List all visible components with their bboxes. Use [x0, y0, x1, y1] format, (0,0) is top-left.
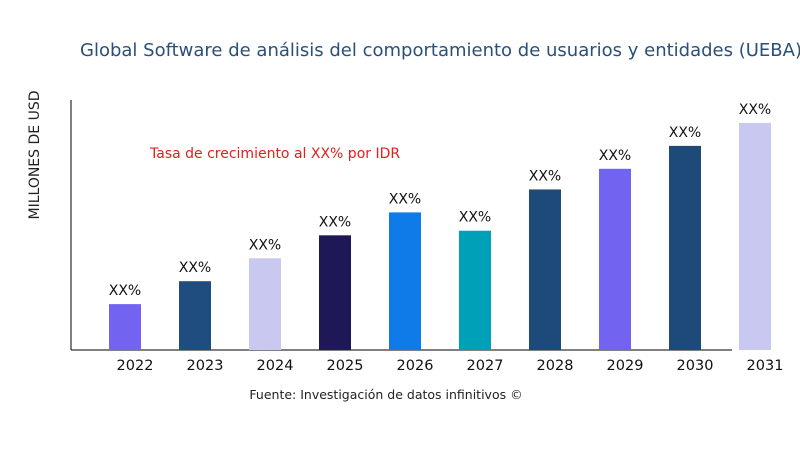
x-tick-label-2031: 2031 [747, 358, 784, 374]
x-tick-label-2023: 2023 [187, 358, 224, 374]
data-label-2025: XX% [319, 214, 351, 230]
bar-2022 [109, 304, 141, 350]
x-tick-label-2030: 2030 [677, 358, 714, 374]
x-tick-label-2028: 2028 [537, 358, 574, 374]
data-label-2023: XX% [179, 260, 211, 276]
data-label-2029: XX% [599, 148, 631, 164]
bar-2024 [249, 258, 281, 350]
chart-title: Global Software de análisis del comporta… [80, 40, 800, 61]
bar-2028 [529, 189, 561, 350]
bar-2030 [669, 145, 701, 350]
x-tick-label-2024: 2024 [257, 358, 294, 374]
data-label-2030: XX% [669, 125, 701, 141]
data-label-2027: XX% [459, 210, 491, 226]
x-tick-label-2029: 2029 [607, 358, 644, 374]
data-label-2026: XX% [389, 191, 421, 207]
x-tick-label-2027: 2027 [467, 358, 504, 374]
bar-2026 [389, 212, 421, 350]
bar-2031 [739, 122, 771, 350]
x-tick-label-2022: 2022 [117, 358, 154, 374]
bar-2023 [179, 281, 211, 350]
bar-2027 [459, 230, 491, 350]
data-label-2028: XX% [529, 168, 561, 184]
bar-2025 [319, 235, 351, 350]
data-label-2031: XX% [739, 102, 771, 118]
bar-2029 [599, 168, 631, 350]
cagr-annotation: Tasa de crecimiento al XX% por IDR [150, 146, 401, 162]
data-label-2024: XX% [249, 237, 281, 253]
x-tick-label-2026: 2026 [397, 358, 434, 374]
x-tick-label-2025: 2025 [327, 358, 364, 374]
data-label-2022: XX% [109, 283, 141, 299]
source-note: Fuente: Investigación de datos infinitiv… [249, 387, 523, 402]
